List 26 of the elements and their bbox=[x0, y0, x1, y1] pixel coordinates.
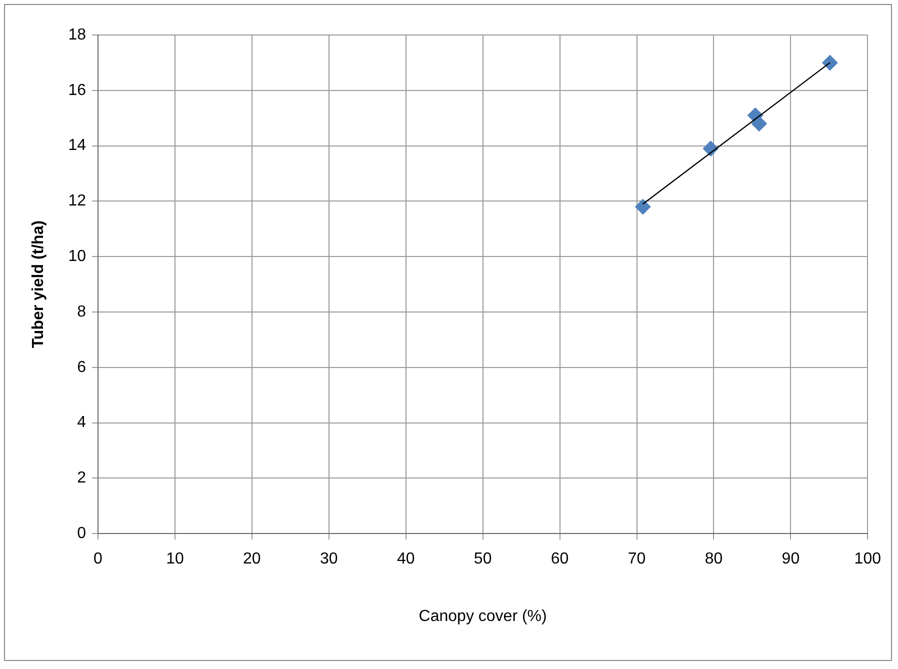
y-tick-label: 12 bbox=[68, 192, 86, 210]
y-axis-title: Tuber yield (t/ha) bbox=[30, 220, 48, 348]
x-tick-label: 20 bbox=[243, 550, 261, 568]
y-tick-label: 10 bbox=[68, 248, 86, 266]
point bbox=[751, 116, 768, 132]
y-tick-label: 0 bbox=[77, 525, 86, 542]
x-tick-label: 40 bbox=[396, 550, 415, 568]
y-tick-label: 2 bbox=[77, 470, 86, 487]
x-tick-label: 0 bbox=[94, 550, 103, 568]
x-tick-label: 100 bbox=[854, 550, 882, 568]
x-tick-label: 60 bbox=[550, 550, 569, 568]
x-tick-label: 30 bbox=[320, 550, 338, 568]
x-tick-label: 10 bbox=[166, 550, 184, 568]
y-tick-label: 18 bbox=[68, 26, 86, 44]
x-tick-label: 90 bbox=[782, 550, 800, 568]
x-tick-label: 70 bbox=[628, 550, 646, 568]
y-tick-label: 6 bbox=[77, 358, 86, 376]
x-axis-title: Canopy cover (%) bbox=[418, 608, 547, 625]
y-tick-label: 16 bbox=[68, 82, 86, 99]
x-tick-label: 50 bbox=[474, 550, 492, 568]
point bbox=[822, 54, 838, 71]
y-tick-label: 14 bbox=[68, 137, 86, 154]
x-tick-label: 80 bbox=[704, 550, 723, 568]
y-tick-label: 8 bbox=[77, 303, 86, 320]
point bbox=[634, 198, 651, 215]
y-tick-label: 4 bbox=[77, 414, 86, 432]
